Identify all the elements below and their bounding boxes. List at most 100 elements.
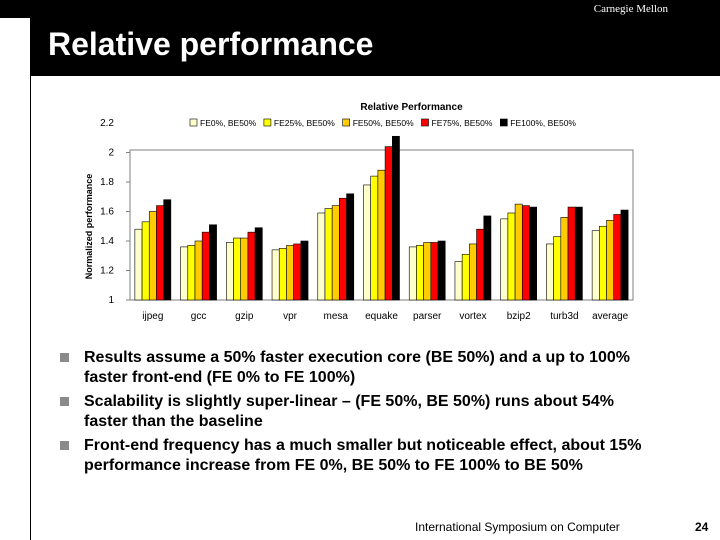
square-bullet-icon: [60, 441, 69, 450]
bar: [620, 209, 629, 301]
bar: [416, 245, 424, 301]
bullet-text: Scalability is slightly super-linear – (…: [84, 393, 614, 430]
bar: [377, 169, 386, 301]
top-bar: Carnegie Mellon: [0, 0, 720, 18]
y-tick-label: 1.2: [100, 266, 114, 277]
title-bar: Relative performance: [30, 18, 720, 76]
y-tick-label: 1.6: [100, 207, 114, 218]
bar: [254, 227, 263, 301]
bar: [363, 184, 371, 301]
bar: [613, 214, 622, 301]
bar: [156, 205, 164, 301]
bar: [278, 248, 287, 301]
bar: [370, 175, 379, 301]
bar: [430, 242, 439, 301]
bar: [437, 240, 446, 301]
bar: [483, 215, 492, 301]
legend-label: FE100%, BE50%: [510, 118, 576, 128]
bar: [423, 242, 432, 301]
footer-text: International Symposium on Computer: [415, 520, 620, 534]
bar: [591, 230, 600, 301]
x-tick-label: vpr: [283, 311, 298, 322]
bar: [567, 206, 576, 301]
x-tick-label: average: [592, 311, 629, 322]
bullet-text: Front-end frequency has a much smaller b…: [84, 437, 642, 474]
bar: [469, 243, 477, 301]
bar: [226, 242, 234, 301]
legend-label: FE0%, BE50%: [200, 118, 257, 128]
bar: [553, 236, 562, 301]
bar: [148, 211, 157, 301]
bullet-item: Front-end frequency has a much smaller b…: [60, 436, 660, 476]
bar: [391, 135, 400, 301]
bar: [546, 243, 554, 301]
y-axis-label: Normalized performance: [84, 174, 94, 280]
bar: [209, 224, 217, 301]
bar: [514, 203, 523, 301]
legend-swatch: [189, 118, 198, 127]
bar: [201, 231, 210, 301]
bar: [271, 249, 280, 301]
bar: [141, 221, 150, 301]
x-tick-label: bzip2: [507, 311, 531, 322]
bar: [461, 253, 470, 301]
bar: [521, 205, 530, 301]
square-bullet-icon: [60, 397, 69, 406]
y-tick-label: 2: [108, 148, 114, 159]
bar: [163, 199, 172, 301]
bar: [529, 206, 537, 301]
bar: [606, 220, 615, 301]
bar: [247, 231, 256, 301]
bar: [286, 245, 294, 301]
x-tick-label: gzip: [235, 311, 254, 322]
legend-swatch: [263, 118, 272, 127]
y-tick-label: 2.2: [100, 118, 114, 129]
bar: [187, 245, 196, 301]
bar: [240, 237, 249, 301]
square-bullet-icon: [60, 353, 69, 362]
bar-chart: Relative Performance 1 1.2 1.4 1.6 1.8 2 2.2 Nor…: [84, 102, 634, 322]
legend-label: FE25%, BE50%: [274, 118, 335, 128]
x-tick-label: vortex: [459, 311, 486, 322]
left-rule: [30, 76, 31, 540]
legend-swatch: [342, 118, 351, 127]
bar: [574, 206, 583, 301]
bar: [599, 225, 607, 301]
chart-title: Relative Performance: [360, 102, 463, 113]
bar: [300, 240, 309, 301]
bar: [346, 193, 355, 301]
slide-title: Relative performance: [48, 26, 374, 62]
bar: [500, 218, 509, 301]
x-tick-label: gcc: [191, 311, 207, 322]
y-tick-label: 1.8: [100, 177, 114, 188]
legend-swatch: [499, 118, 508, 127]
bar: [180, 246, 189, 301]
y-tick-label: 1: [108, 295, 114, 306]
bar: [233, 237, 242, 301]
bar: [317, 212, 326, 301]
bar: [293, 243, 302, 301]
x-tick-label: turb3d: [550, 311, 578, 322]
bar: [324, 208, 333, 301]
page-number: 24: [695, 520, 709, 534]
bar: [339, 197, 347, 301]
bar: [454, 261, 463, 301]
legend-label: FE50%, BE50%: [353, 118, 414, 128]
bar: [408, 246, 417, 301]
bullet-list: Results assume a 50% faster execution co…: [60, 348, 660, 480]
bar: [476, 228, 485, 301]
bullet-item: Results assume a 50% faster execution co…: [60, 348, 660, 388]
x-tick-label: ijpeg: [142, 311, 163, 322]
x-tick-label: equake: [365, 311, 398, 322]
y-tick-label: 1.4: [100, 236, 114, 247]
bar: [134, 228, 143, 301]
bar: [384, 146, 393, 301]
x-tick-label: mesa: [324, 311, 349, 322]
bar: [331, 205, 340, 301]
x-tick-label: parser: [413, 311, 442, 322]
bullet-item: Scalability is slightly super-linear – (…: [60, 392, 660, 432]
legend-swatch: [421, 118, 429, 127]
bar: [507, 212, 516, 301]
bullet-text: Results assume a 50% faster execution co…: [84, 349, 630, 386]
bar: [560, 217, 569, 301]
